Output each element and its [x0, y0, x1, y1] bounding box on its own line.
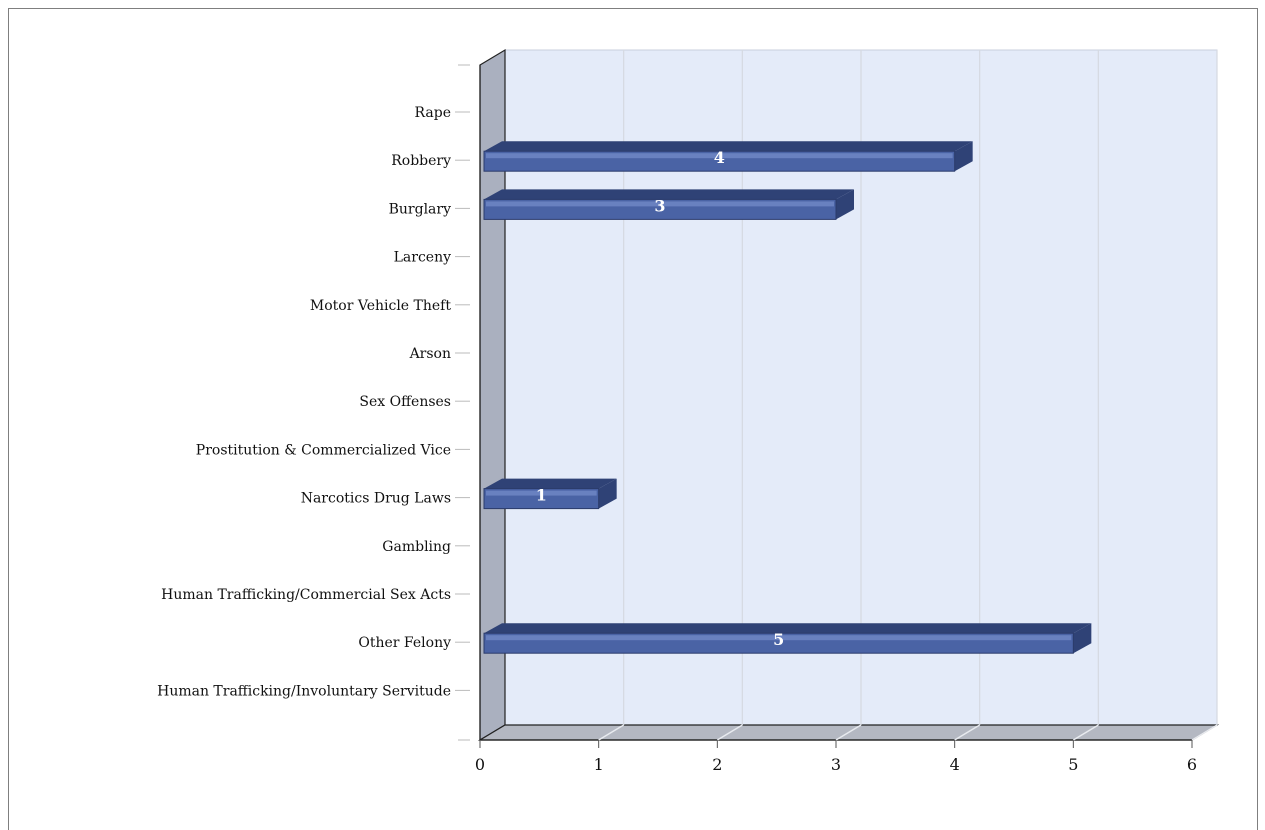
- floor-gridline: [1191, 724, 1218, 741]
- bar-side-face: [954, 141, 973, 172]
- category-label: Sex Offenses: [359, 394, 451, 410]
- x-tick-label: 6: [1187, 755, 1197, 774]
- x-tick-label: 0: [475, 755, 485, 774]
- floor-gridline: [954, 724, 981, 741]
- category-label: Prostitution & Commercialized Vice: [196, 442, 451, 458]
- category-label: Gambling: [382, 539, 451, 555]
- bar-top-face: [484, 623, 1092, 634]
- bar-top-face: [484, 189, 854, 200]
- data-label: 1: [536, 486, 547, 505]
- category-label: Rape: [415, 105, 451, 121]
- bar-highlight: [486, 153, 953, 159]
- x-tick-label: 2: [712, 755, 722, 774]
- floor-gridline: [835, 724, 862, 741]
- bar-top-face: [484, 141, 973, 152]
- x-tick-label: 4: [950, 755, 960, 774]
- x-tick-label: 3: [831, 755, 841, 774]
- floor-gridline: [598, 724, 625, 741]
- bar-robbery: 4: [483, 141, 973, 172]
- bar-other-felony: 5: [483, 623, 1092, 654]
- bar-narcotics-drug-laws: 1: [483, 478, 617, 510]
- bars: 4 3 1 5: [483, 141, 1092, 654]
- category-label: Other Felony: [358, 635, 451, 651]
- bar-burglary: 3: [483, 189, 854, 220]
- x-axis-ticks: 0 1 2 3 4 5 6: [475, 740, 1197, 774]
- bar-highlight: [486, 635, 1072, 641]
- x-tick-label: 5: [1068, 755, 1078, 774]
- category-label: Human Trafficking/Involuntary Servitude: [157, 683, 451, 699]
- category-label: Robbery: [391, 153, 451, 169]
- category-label: Larceny: [394, 250, 451, 266]
- floor-gridline: [716, 724, 743, 741]
- bar-top-face: [484, 478, 617, 489]
- bar-side-face: [1073, 623, 1092, 654]
- bar-side-face: [836, 189, 854, 220]
- category-label: Motor Vehicle Theft: [310, 298, 451, 314]
- bar-side-face: [598, 478, 617, 509]
- category-label: Burglary: [389, 201, 451, 217]
- category-labels: Rape Robbery Burglary Larceny Motor Vehicle …: [157, 105, 470, 699]
- data-label: 3: [654, 196, 665, 215]
- floor-gridline: [1072, 724, 1099, 741]
- bar-highlight: [486, 490, 597, 496]
- category-label: Arson: [409, 346, 451, 362]
- bar-highlight: [486, 201, 834, 207]
- category-label: Narcotics Drug Laws: [301, 491, 451, 507]
- data-label: 4: [714, 148, 725, 167]
- data-label: 5: [773, 630, 784, 649]
- x-tick-label: 1: [594, 755, 604, 774]
- category-label: Human Trafficking/Commercial Sex Acts: [161, 587, 451, 603]
